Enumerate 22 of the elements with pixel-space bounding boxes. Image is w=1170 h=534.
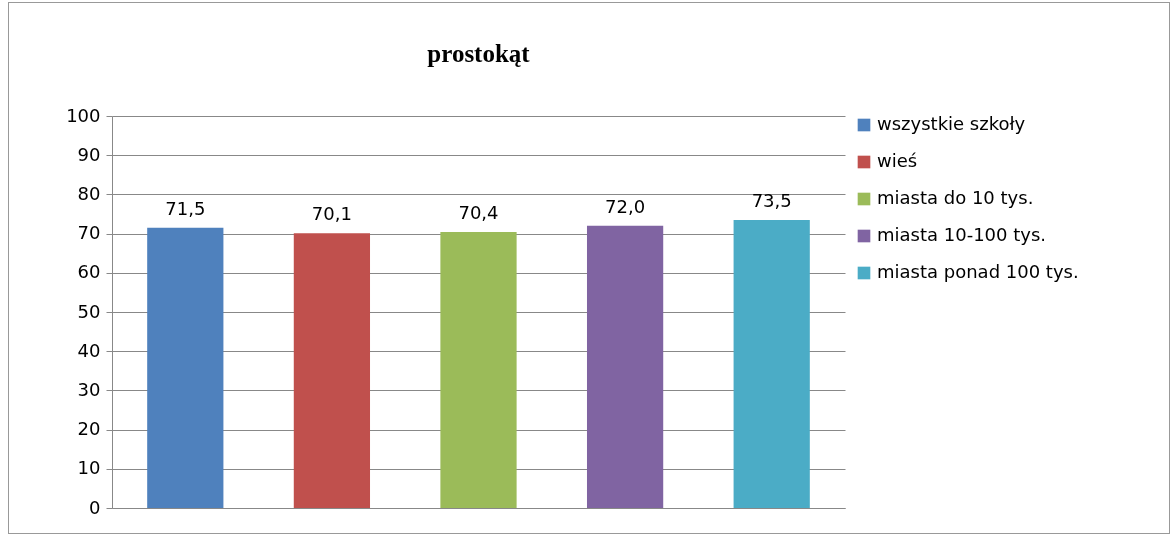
data-label: 70,4 <box>458 202 499 224</box>
y-tick-label: 60 <box>77 261 101 283</box>
y-tick-label: 40 <box>77 339 101 361</box>
y-tick-label: 20 <box>77 418 101 440</box>
y-tick-label: 0 <box>89 496 101 518</box>
y-tick-label: 100 <box>66 104 101 126</box>
chart-title: prostokąt <box>427 40 531 67</box>
y-tick-label: 90 <box>77 143 101 165</box>
legend-label: miasta do 10 tys. <box>877 187 1034 208</box>
legend-label: miasta 10-100 tys. <box>877 224 1047 245</box>
data-label: 73,5 <box>751 189 792 211</box>
y-tick-label: 10 <box>77 457 101 479</box>
y-tick-label: 80 <box>77 182 101 204</box>
data-label: 71,5 <box>165 197 206 219</box>
y-tick-label: 30 <box>77 378 101 400</box>
y-tick-label: 70 <box>77 222 101 244</box>
data-label: 72,0 <box>605 195 646 217</box>
legend-label: miasta ponad 100 tys. <box>877 261 1079 282</box>
legend-label: wieś <box>877 150 918 171</box>
data-label: 70,1 <box>311 203 352 225</box>
legend-label: wszystkie szkoły <box>877 113 1026 134</box>
y-tick-label: 50 <box>77 300 101 322</box>
